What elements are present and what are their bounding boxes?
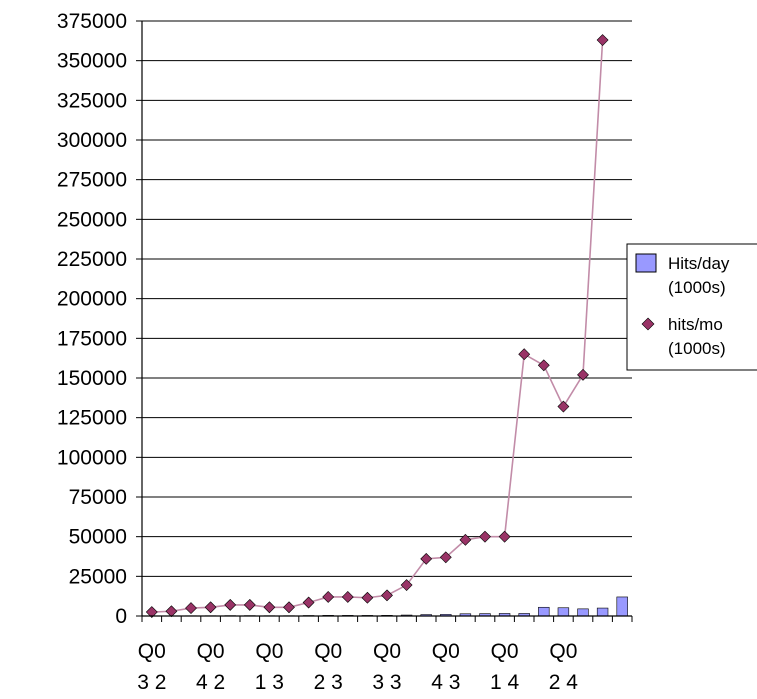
point xyxy=(498,530,511,543)
x-tick-label: Q0 xyxy=(314,640,342,663)
y-tick-label: 75000 xyxy=(69,486,127,509)
y-tick-label: 100000 xyxy=(57,446,127,469)
y-tick-label: 25000 xyxy=(69,565,127,588)
point xyxy=(341,591,354,603)
point xyxy=(459,533,472,546)
y-tick-label: 350000 xyxy=(57,50,127,73)
point xyxy=(145,606,158,618)
point xyxy=(577,368,589,381)
point xyxy=(322,591,335,603)
y-tick-label: 0 xyxy=(115,605,127,628)
y-tick-label: 375000 xyxy=(57,10,127,33)
legend-label-hits-day: Hits/day xyxy=(668,254,730,273)
x-tick-label: Q0 xyxy=(491,640,519,663)
y-tick-label: 200000 xyxy=(57,288,127,311)
y-tick-label: 300000 xyxy=(57,129,127,152)
x-tick-label: 4 2 xyxy=(196,671,225,694)
legend-swatch-bar xyxy=(635,253,657,273)
point xyxy=(302,596,315,609)
point xyxy=(400,579,413,591)
x-tick-label: Q0 xyxy=(432,640,460,663)
x-tick-label: 3 2 xyxy=(137,671,166,694)
x-tick-label: Q0 xyxy=(373,640,401,663)
x-tick-label: 4 3 xyxy=(431,671,460,694)
y-tick-label: 125000 xyxy=(57,407,127,430)
y-tick-label: 275000 xyxy=(57,169,127,192)
point xyxy=(479,530,491,543)
bar xyxy=(538,606,550,617)
x-tick-label: 2 4 xyxy=(549,671,579,694)
bar xyxy=(557,607,570,617)
x-axis-tick-labels: Q0 3 2 Q0 4 2 Q0 1 3 Q0 2 3 Q0 3 3 Q0 4 3 Q0 1 4 Q0 2 4 xyxy=(137,640,578,694)
series-line xyxy=(151,39,604,613)
point xyxy=(165,605,178,618)
x-tick-label: 2 3 xyxy=(314,671,343,694)
y-tick-label: 175000 xyxy=(57,327,127,350)
y-tick-label: 150000 xyxy=(57,367,127,390)
point xyxy=(439,551,452,564)
x-tick-label: 3 3 xyxy=(372,671,401,694)
point xyxy=(420,552,433,565)
point xyxy=(185,602,197,614)
bar xyxy=(577,608,589,617)
legend-swatch-marker xyxy=(641,317,655,331)
point xyxy=(204,601,217,614)
point xyxy=(557,400,570,413)
legend-label-hits-mo-unit: (1000s) xyxy=(668,339,726,358)
point xyxy=(263,601,276,614)
point xyxy=(224,598,237,611)
y-tick-label: 325000 xyxy=(57,89,127,112)
x-tick-label: Q0 xyxy=(255,640,283,663)
point xyxy=(381,589,393,602)
legend-label-hits-mo: hits/mo xyxy=(668,315,723,334)
bar xyxy=(616,596,628,617)
y-axis-tick-labels: 0 25000 50000 75000 100000 125000 150000 175000… xyxy=(57,10,127,628)
axes xyxy=(141,21,633,622)
x-tick-label: 1 3 xyxy=(255,671,284,694)
line-series xyxy=(145,34,609,618)
legend-label-hits-day-unit: (1000s) xyxy=(668,278,726,297)
point xyxy=(596,34,609,46)
x-tick-label: 1 4 xyxy=(490,671,520,694)
y-tick-label: 50000 xyxy=(69,526,127,549)
x-tick-label: Q0 xyxy=(138,640,166,663)
bar xyxy=(596,607,609,617)
x-tick-label: Q0 xyxy=(549,640,577,663)
point xyxy=(243,598,256,611)
point xyxy=(537,359,550,372)
point xyxy=(518,348,531,361)
point xyxy=(361,591,374,604)
gridlines xyxy=(136,20,632,617)
point xyxy=(283,601,295,614)
y-tick-label: 225000 xyxy=(57,248,127,271)
legend: Hits/day (1000s) hits/mo (1000s) xyxy=(626,243,757,371)
x-tick-label: Q0 xyxy=(197,640,225,663)
y-tick-label: 250000 xyxy=(57,208,127,231)
